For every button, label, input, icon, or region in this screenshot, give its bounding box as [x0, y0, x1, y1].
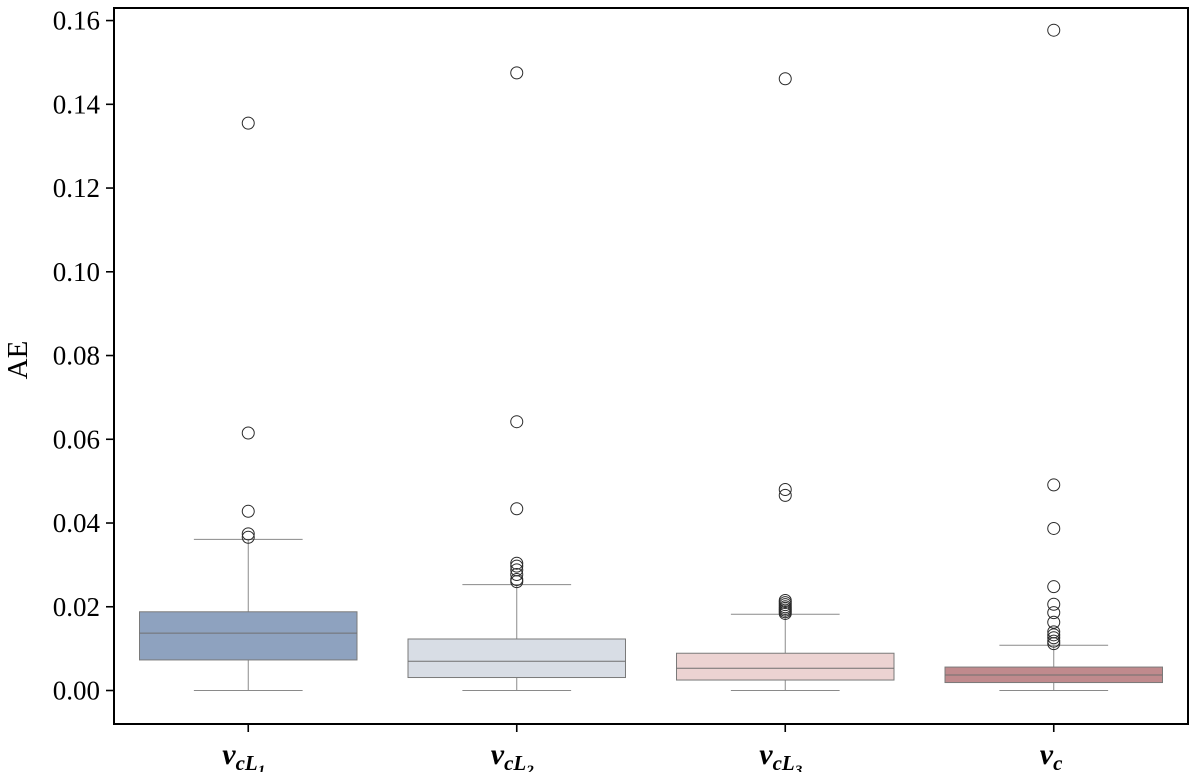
- outlier-point: [510, 563, 524, 577]
- iqr-box: [139, 611, 358, 661]
- y-tick-label: 0.00: [53, 676, 100, 706]
- outlier-point: [1047, 597, 1061, 611]
- boxes-layer: [139, 23, 1163, 692]
- outlier-point: [1047, 23, 1061, 37]
- y-tick-label: 0.08: [53, 341, 100, 371]
- box-2: [407, 66, 626, 692]
- x-tick-label-main: v: [222, 738, 236, 771]
- x-tick-label-main: v: [759, 738, 773, 771]
- y-tick-label: 0.02: [53, 592, 100, 622]
- outlier-point: [1047, 625, 1061, 639]
- outlier-point: [510, 573, 524, 587]
- x-tick-label: vcL2: [491, 738, 534, 772]
- outlier-point: [778, 593, 792, 607]
- outlier-point: [241, 527, 255, 541]
- iqr-box: [676, 652, 895, 681]
- x-tick-label-sub: c: [1053, 751, 1063, 772]
- outlier-point: [1047, 631, 1061, 645]
- outlier-point: [1047, 634, 1061, 648]
- y-tick-label: 0.12: [53, 173, 100, 203]
- outlier-point: [1047, 606, 1061, 620]
- x-tick-label-subsub: 1: [258, 763, 266, 772]
- iqr-box: [407, 638, 626, 679]
- outlier-point: [1047, 580, 1061, 594]
- outlier-point: [510, 568, 524, 582]
- x-tick-label: vcL3: [759, 738, 802, 772]
- x-axis-ticks: vcL1 vcL2 vcL3 vc: [222, 724, 1063, 772]
- outlier-point: [241, 530, 255, 544]
- y-tick-label: 0.10: [53, 257, 100, 287]
- x-tick-label-main: v: [491, 738, 505, 771]
- outlier-point: [1047, 521, 1061, 535]
- outlier-point: [241, 504, 255, 518]
- y-tick-label: 0.16: [53, 6, 100, 36]
- outlier-point: [510, 559, 524, 573]
- outlier-point: [778, 488, 792, 502]
- outlier-point: [1047, 615, 1061, 629]
- box-4: [944, 23, 1163, 692]
- outlier-point: [241, 426, 255, 440]
- x-tick-label-subsub: 2: [525, 763, 534, 772]
- outlier-point: [510, 502, 524, 516]
- outlier-point: [510, 66, 524, 80]
- x-tick-label-subsub: 3: [794, 763, 803, 772]
- plot-frame: [113, 7, 1189, 725]
- y-axis-label: AE: [2, 341, 34, 380]
- y-tick-label: 0.06: [53, 424, 100, 454]
- y-axis-ticks: 0.00 0.02 0.04 0.06 0.08 0.10 0.12 0.14 0.16: [53, 6, 114, 706]
- outlier-point: [1047, 628, 1061, 642]
- x-tick-label-sub: cL: [773, 751, 795, 772]
- x-tick-label: vc: [1040, 738, 1063, 772]
- outlier-point: [778, 72, 792, 86]
- x-tick-label-sub: cL: [236, 751, 258, 772]
- outlier-point: [510, 556, 524, 570]
- outlier-point: [1047, 478, 1061, 492]
- x-tick-label: vcL1: [222, 738, 265, 772]
- y-tick-label: 0.14: [53, 89, 101, 119]
- y-tick-label: 0.04: [53, 508, 101, 538]
- x-tick-label-main: v: [1040, 738, 1054, 771]
- outlier-point: [241, 116, 255, 130]
- box-3: [676, 72, 895, 692]
- x-tick-label-sub: cL: [504, 751, 526, 772]
- outlier-point: [510, 415, 524, 429]
- outlier-point: [778, 483, 792, 497]
- box-1: [139, 116, 358, 692]
